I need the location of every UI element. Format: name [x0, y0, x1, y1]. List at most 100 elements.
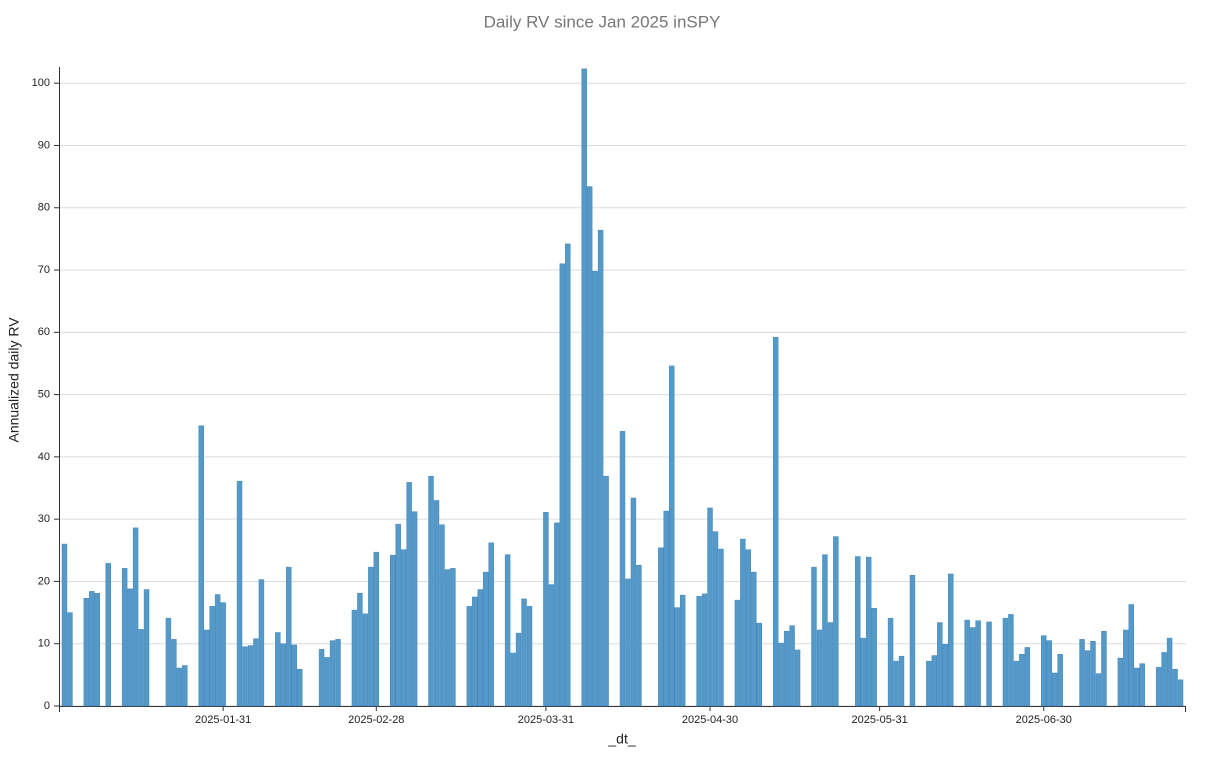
bar: [368, 566, 374, 707]
bar: [483, 571, 489, 707]
bar: [329, 640, 336, 707]
bar: [335, 639, 341, 707]
bar: [1095, 673, 1102, 707]
bar: [1057, 654, 1063, 707]
y-tick-label: 90: [38, 139, 50, 151]
bar: [526, 606, 533, 707]
bar: [887, 617, 894, 707]
bar: [477, 589, 483, 707]
bar: [619, 431, 626, 707]
bar: [1041, 635, 1047, 707]
bar: [931, 655, 938, 707]
bar: [83, 598, 90, 707]
bar: [247, 645, 254, 707]
bar: [1177, 679, 1184, 707]
bar: [1002, 617, 1009, 707]
bar: [176, 667, 183, 707]
bar: [138, 629, 144, 707]
bar: [1013, 660, 1020, 707]
bar: [204, 629, 210, 707]
bar: [827, 622, 834, 707]
bar: [94, 593, 101, 707]
bar: [740, 538, 746, 707]
bar: [865, 556, 872, 707]
bar: [105, 563, 111, 707]
bar: [548, 584, 555, 707]
bar: [439, 524, 445, 707]
bar: [165, 617, 172, 707]
x-tick-label: 2025-04-30: [682, 714, 738, 726]
bar: [472, 596, 478, 707]
bar: [1084, 650, 1091, 707]
bar: [510, 652, 516, 707]
bar: [964, 619, 970, 707]
bar: [674, 607, 680, 707]
bar: [89, 591, 95, 707]
bar: [515, 632, 522, 707]
bar: [209, 606, 215, 707]
bar: [488, 542, 494, 707]
bar: [220, 602, 226, 707]
bar: [444, 569, 451, 707]
bar: [1117, 657, 1124, 707]
bar: [663, 510, 669, 707]
bar: [860, 637, 866, 707]
y-tick-label: 20: [38, 575, 50, 587]
bar: [258, 579, 265, 707]
bar: [214, 594, 221, 707]
bar: [466, 606, 473, 707]
bar: [833, 536, 839, 707]
bar: [772, 337, 779, 707]
bar: [565, 243, 571, 707]
bar: [679, 594, 686, 707]
bar: [636, 564, 642, 707]
bar: [822, 554, 828, 707]
bar: [351, 609, 358, 707]
y-tick-label: 10: [38, 638, 50, 650]
bar: [871, 607, 877, 707]
bar: [504, 554, 511, 707]
bar: [948, 573, 954, 707]
bar: [395, 523, 401, 707]
y-tick-label: 60: [38, 326, 50, 338]
bar: [1155, 667, 1162, 707]
bar: [893, 660, 899, 707]
bar: [1134, 667, 1140, 707]
bar: [942, 644, 948, 707]
bar: [658, 547, 664, 707]
bar: [975, 620, 981, 707]
bar: [909, 574, 916, 707]
bar: [734, 599, 741, 707]
bar: [898, 655, 905, 707]
bar: [789, 625, 795, 707]
bar: [127, 588, 133, 707]
x-tick-label: 2025-06-30: [1016, 714, 1072, 726]
y-tick-label: 30: [38, 513, 50, 525]
bar: [855, 556, 861, 707]
bar: [1161, 652, 1167, 707]
bar: [816, 629, 823, 707]
bar: [324, 657, 330, 707]
y-tick-label: 50: [38, 389, 50, 401]
bar: [756, 622, 762, 707]
bar: [926, 660, 932, 707]
x-tick-label: 2025-03-31: [518, 714, 574, 726]
bar: [1139, 663, 1145, 707]
bar: [586, 186, 593, 707]
bar: [521, 598, 527, 707]
y-tick-label: 0: [44, 700, 50, 712]
bar: [357, 593, 363, 707]
bar: [554, 522, 560, 707]
bar: [986, 621, 992, 707]
bar: [450, 568, 456, 707]
bar: [603, 475, 609, 707]
bar: [280, 643, 287, 707]
bar: [362, 613, 369, 707]
bar: [969, 627, 976, 707]
bar: [778, 642, 784, 707]
bar: [625, 578, 631, 707]
bar: [236, 480, 243, 707]
bar: [751, 571, 757, 707]
chart-title: Daily RV since Jan 2025 inSPY: [484, 12, 721, 31]
bar: [811, 566, 817, 707]
